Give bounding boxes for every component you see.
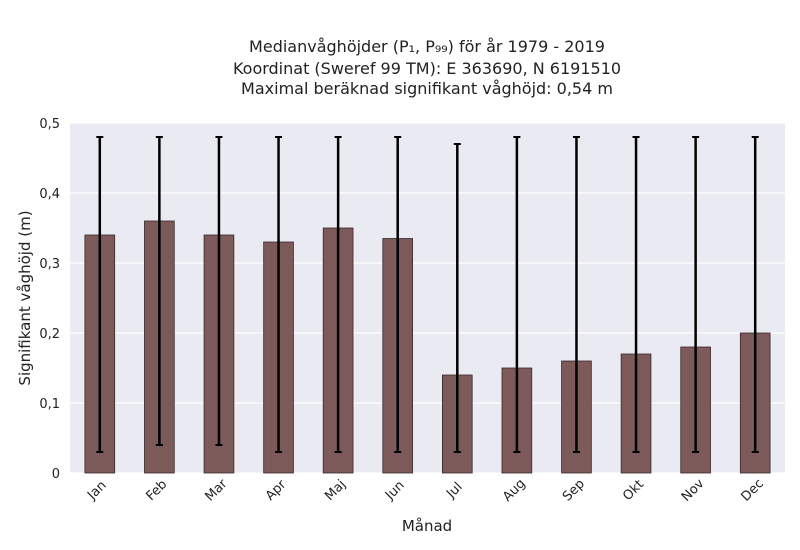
chart-title-line-3: Maximal beräknad signifikant våghöjd: 0,… (241, 79, 613, 98)
y-tick-label: 0,3 (39, 257, 60, 272)
x-tick-label: Jan (84, 478, 109, 503)
x-axis-ticks: Jan Feb Mar Apr Maj Jun Jul Aug Sep Okt Nov Dec (84, 476, 767, 505)
chart-title-line-1: Medianvåghöjder (P₁, P₉₉) för år 1979 - … (249, 37, 605, 56)
y-tick-label: 0 (52, 467, 60, 482)
y-tick-label: 0,4 (39, 187, 60, 202)
error-bars (96, 136, 759, 453)
y-axis-label: Signifikant våghöjd (m) (16, 210, 34, 385)
x-tick-label: Okt (620, 477, 647, 504)
x-tick-label: Nov (679, 476, 708, 505)
x-tick-label: Jul (443, 480, 465, 502)
chart-title-line-2: Koordinat (Sweref 99 TM): E 363690, N 61… (233, 59, 621, 78)
x-tick-label: Feb (143, 477, 170, 504)
grid (70, 122, 785, 474)
y-tick-label: 0,1 (39, 397, 60, 412)
y-axis-ticks: 0 0,1 0,2 0,3 0,4 0,5 (39, 117, 60, 482)
x-tick-label: Jun (382, 478, 408, 504)
plot-area (70, 123, 785, 473)
x-tick-label: Dec (739, 476, 767, 504)
x-tick-label: Mar (203, 476, 231, 504)
x-tick-label: Aug (500, 476, 529, 505)
x-tick-label: Sep (560, 477, 588, 505)
x-tick-label: Apr (263, 477, 290, 504)
y-tick-label: 0,5 (39, 117, 60, 132)
y-tick-label: 0,2 (39, 327, 60, 342)
x-tick-label: Maj (322, 477, 349, 504)
x-axis-label: Månad (402, 517, 452, 535)
